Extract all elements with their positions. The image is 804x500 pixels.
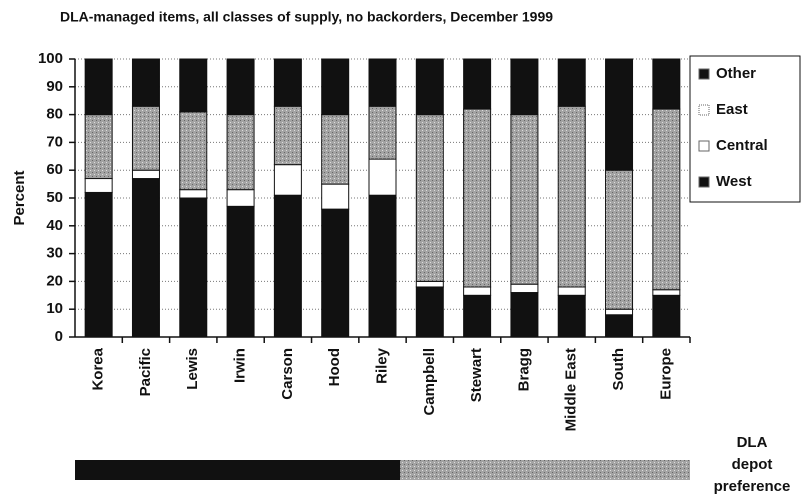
x-tick-label: South bbox=[610, 348, 627, 391]
bar-segment bbox=[652, 58, 681, 110]
bar-segment bbox=[179, 58, 208, 113]
x-tick-label: Europe bbox=[657, 348, 674, 400]
bar-segment bbox=[605, 314, 634, 338]
y-tick-label: 50 bbox=[46, 189, 63, 206]
bar-segment bbox=[510, 114, 539, 285]
bar-segment bbox=[557, 294, 586, 338]
x-tick-label: Lewis bbox=[184, 348, 201, 390]
bar-segment bbox=[84, 178, 113, 193]
bar-segment bbox=[84, 191, 113, 338]
bar-segment bbox=[179, 189, 208, 199]
chart-title: DLA-managed items, all classes of supply… bbox=[60, 9, 553, 25]
bar-segment bbox=[131, 58, 160, 107]
bar-segment bbox=[179, 111, 208, 191]
y-tick-label: 30 bbox=[46, 245, 63, 262]
bar-segment bbox=[273, 164, 302, 196]
bar-segment bbox=[510, 58, 539, 116]
bar-segment bbox=[131, 105, 160, 171]
x-tick-label: Irwin bbox=[232, 348, 249, 383]
bar-segment bbox=[557, 58, 586, 107]
y-tick-label: 70 bbox=[46, 133, 63, 150]
bar-segment bbox=[368, 105, 397, 160]
x-tick-label: Bragg bbox=[515, 348, 532, 391]
y-tick-label: 0 bbox=[55, 328, 63, 345]
y-tick-label: 10 bbox=[46, 300, 63, 317]
bar-segment bbox=[652, 294, 681, 338]
bar-segment bbox=[368, 58, 397, 107]
bar-segment bbox=[510, 292, 539, 338]
bar-segment bbox=[605, 169, 634, 310]
bar-segment bbox=[463, 286, 492, 296]
bar-segment bbox=[605, 308, 634, 316]
y-axis-label: Percent bbox=[11, 170, 28, 225]
bar-segment bbox=[605, 58, 634, 171]
bar-segment bbox=[226, 58, 255, 116]
x-tick-label: Hood bbox=[326, 348, 343, 386]
bar-segment bbox=[321, 183, 350, 210]
bar-segment bbox=[179, 197, 208, 338]
y-tick-label: 90 bbox=[46, 78, 63, 95]
y-tick-label: 20 bbox=[46, 272, 63, 289]
bar-segment bbox=[557, 286, 586, 296]
y-tick-label: 80 bbox=[46, 106, 63, 123]
bar-segment bbox=[368, 158, 397, 196]
legend-label: West bbox=[716, 173, 752, 190]
preference-west bbox=[75, 460, 400, 480]
bar-segment bbox=[131, 169, 160, 180]
legend-label: East bbox=[716, 101, 748, 118]
bar-segment bbox=[226, 205, 255, 338]
x-tick-label: Stewart bbox=[468, 348, 485, 402]
bar-segment bbox=[652, 108, 681, 291]
bar-segment bbox=[463, 58, 492, 110]
legend-swatch bbox=[698, 104, 710, 116]
bar-segment bbox=[84, 114, 113, 180]
bar-segment bbox=[368, 194, 397, 338]
bar-segment bbox=[415, 286, 444, 338]
x-tick-label: Korea bbox=[90, 347, 107, 390]
bar-segment bbox=[415, 114, 444, 282]
bar-segment bbox=[510, 283, 539, 294]
bar-segment bbox=[273, 194, 302, 338]
legend-label: Central bbox=[716, 137, 768, 154]
y-tick-label: 100 bbox=[38, 50, 63, 67]
bar-segment bbox=[652, 289, 681, 296]
annotation: preference bbox=[714, 478, 791, 495]
bar-segment bbox=[84, 58, 113, 116]
x-tick-label: Middle East bbox=[563, 348, 580, 431]
preference-east bbox=[400, 460, 690, 480]
bar-segment bbox=[415, 58, 444, 116]
bar-segment bbox=[321, 208, 350, 338]
bar-segment bbox=[273, 58, 302, 107]
bar-segment bbox=[321, 58, 350, 116]
annotation: DLA bbox=[737, 434, 768, 451]
x-tick-label: Pacific bbox=[137, 348, 154, 396]
bar-segment bbox=[557, 105, 586, 288]
bar-segment bbox=[226, 114, 255, 191]
y-tick-label: 60 bbox=[46, 161, 63, 178]
x-tick-label: Carson bbox=[279, 348, 296, 400]
x-tick-label: Riley bbox=[373, 347, 390, 384]
y-tick-label: 40 bbox=[46, 217, 63, 234]
x-tick-label: Campbell bbox=[421, 348, 438, 416]
legend-swatch bbox=[698, 140, 710, 152]
bar-segment bbox=[463, 294, 492, 338]
bar-segment bbox=[415, 280, 444, 288]
bar-segment bbox=[273, 105, 302, 166]
bar-segment bbox=[321, 114, 350, 185]
bar-segment bbox=[131, 178, 160, 338]
annotation: depot bbox=[732, 456, 773, 473]
legend-swatch bbox=[698, 68, 710, 80]
bar-segment bbox=[226, 189, 255, 207]
legend-label: Other bbox=[716, 65, 756, 82]
bar-segment bbox=[463, 108, 492, 288]
legend-swatch bbox=[698, 176, 710, 188]
